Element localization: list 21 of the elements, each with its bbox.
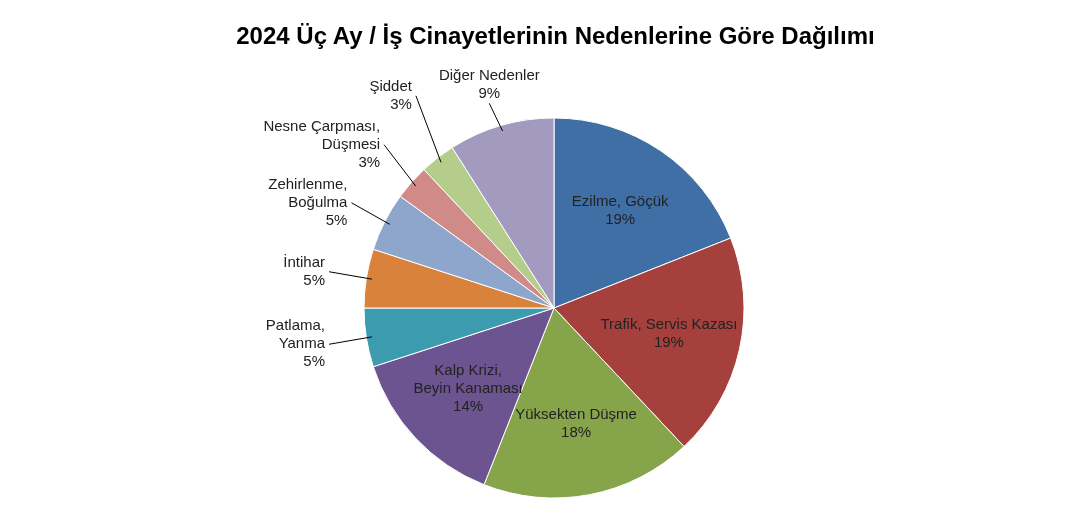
data-label: 14% <box>453 396 484 414</box>
slice-label: Patlama, Yanma <box>265 316 326 352</box>
slice-label: Diğer Nedenler <box>438 66 540 84</box>
slice-label: Şiddet <box>369 76 413 94</box>
data-label: 18% <box>561 422 592 440</box>
data-label: 9% <box>478 84 501 102</box>
slice-label: Ezilme, Göçük <box>571 191 670 209</box>
slice-label: Yüksekten Düşme <box>515 404 637 422</box>
slice-label: Trafik, Servis Kazası <box>600 314 738 332</box>
slice-label: Zehirlenme, Boğulma <box>268 174 349 210</box>
chart-title: 2024 Üç Ay / İş Cinayetlerinin Nedenlerine Göre Dağılımı <box>236 22 875 49</box>
data-label: 3% <box>390 94 412 112</box>
slice-label: İntihar <box>283 252 326 270</box>
data-label: 19% <box>653 332 684 350</box>
data-label: 19% <box>605 209 636 227</box>
data-label: 5% <box>303 352 326 370</box>
data-label: 5% <box>303 270 326 288</box>
slice-label: Nesne Çarpması, Düşmesi <box>263 116 381 152</box>
slice-label: Kalp Krizi, Beyin Kanaması <box>413 360 523 396</box>
data-label: 5% <box>325 210 348 228</box>
data-label: 3% <box>358 152 381 170</box>
